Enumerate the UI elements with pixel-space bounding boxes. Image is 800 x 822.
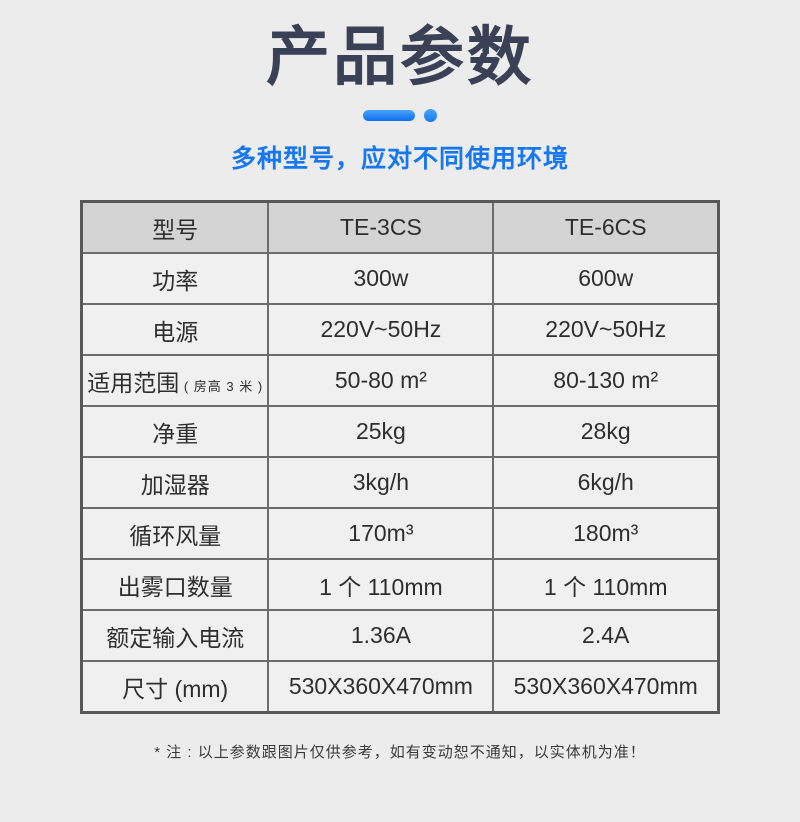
row-label-main: 适用范围	[87, 369, 180, 396]
row-label: 出雾口数量	[80, 558, 270, 612]
table-row-dimensions: 尺寸 (mm) 530X360X470mm 530X360X470mm	[80, 660, 720, 714]
footer-note: * 注 : 以上参数跟图片仅供参考，如有变动恕不通知，以实体机为准！	[154, 744, 646, 762]
cell-value: 2.4A	[492, 609, 720, 663]
table-row-humidifier: 加湿器 3kg/h 6kg/h	[80, 456, 720, 510]
cell-value: 300w	[267, 252, 495, 306]
cell-value: 1 个 110mm	[267, 558, 495, 612]
table-row-air-volume: 循环风量 170m³ 180m³	[80, 507, 720, 561]
table-row-power-supply: 电源 220V~50Hz 220V~50Hz	[80, 303, 720, 357]
spec-table: 型号 TE-3CS TE-6CS 功率 300w 600w 电源 220V~50…	[80, 200, 720, 715]
table-row-net-weight: 净重 25kg 28kg	[80, 405, 720, 459]
cell-value: 6kg/h	[492, 456, 720, 510]
cell-value: 3kg/h	[267, 456, 495, 510]
table-row-power: 功率 300w 600w	[80, 252, 720, 306]
row-label: 额定输入电流	[80, 609, 270, 663]
cell-value: 80-130 m²	[492, 354, 720, 408]
table-row-rated-current: 额定输入电流 1.36A 2.4A	[80, 609, 720, 663]
cell-value: 530X360X470mm	[267, 660, 495, 714]
cell-value: 1 个 110mm	[492, 558, 720, 612]
cell-value: 600w	[492, 252, 720, 306]
header-model-label: 型号	[80, 200, 270, 255]
cell-value: 28kg	[492, 405, 720, 459]
table-row-coverage: 适用范围 ( 房高 3 米 ) 50-80 m² 80-130 m²	[80, 354, 720, 408]
cell-value: 220V~50Hz	[267, 303, 495, 357]
cell-value: 50-80 m²	[267, 354, 495, 408]
cell-value: 170m³	[267, 507, 495, 561]
row-label: 尺寸 (mm)	[80, 660, 270, 714]
page-title: 产品参数	[266, 21, 534, 93]
header-model-1: TE-3CS	[267, 200, 495, 255]
cell-value: 530X360X470mm	[492, 660, 720, 714]
row-label: 净重	[80, 405, 270, 459]
row-label: 加湿器	[80, 456, 270, 510]
row-label: 循环风量	[80, 507, 270, 561]
header-model-2: TE-6CS	[492, 200, 720, 255]
table-row-mist-outlets: 出雾口数量 1 个 110mm 1 个 110mm	[80, 558, 720, 612]
underline-dot-icon	[424, 109, 437, 123]
spec-table-container: 型号 TE-3CS TE-6CS 功率 300w 600w 电源 220V~50…	[80, 200, 720, 715]
row-label: 功率	[80, 252, 270, 306]
cell-value: 1.36A	[267, 609, 495, 663]
cell-value: 180m³	[492, 507, 720, 561]
title-underline	[0, 109, 800, 123]
cell-value: 220V~50Hz	[492, 303, 720, 357]
table-header-row: 型号 TE-3CS TE-6CS	[80, 200, 720, 255]
row-label-small: ( 房高 3 米 )	[179, 378, 264, 394]
row-label: 适用范围 ( 房高 3 米 )	[80, 354, 270, 408]
row-label: 电源	[80, 303, 270, 357]
underline-bar-icon	[363, 110, 415, 122]
page-subtitle: 多种型号，应对不同使用环境	[230, 145, 569, 174]
cell-value: 25kg	[267, 405, 495, 459]
